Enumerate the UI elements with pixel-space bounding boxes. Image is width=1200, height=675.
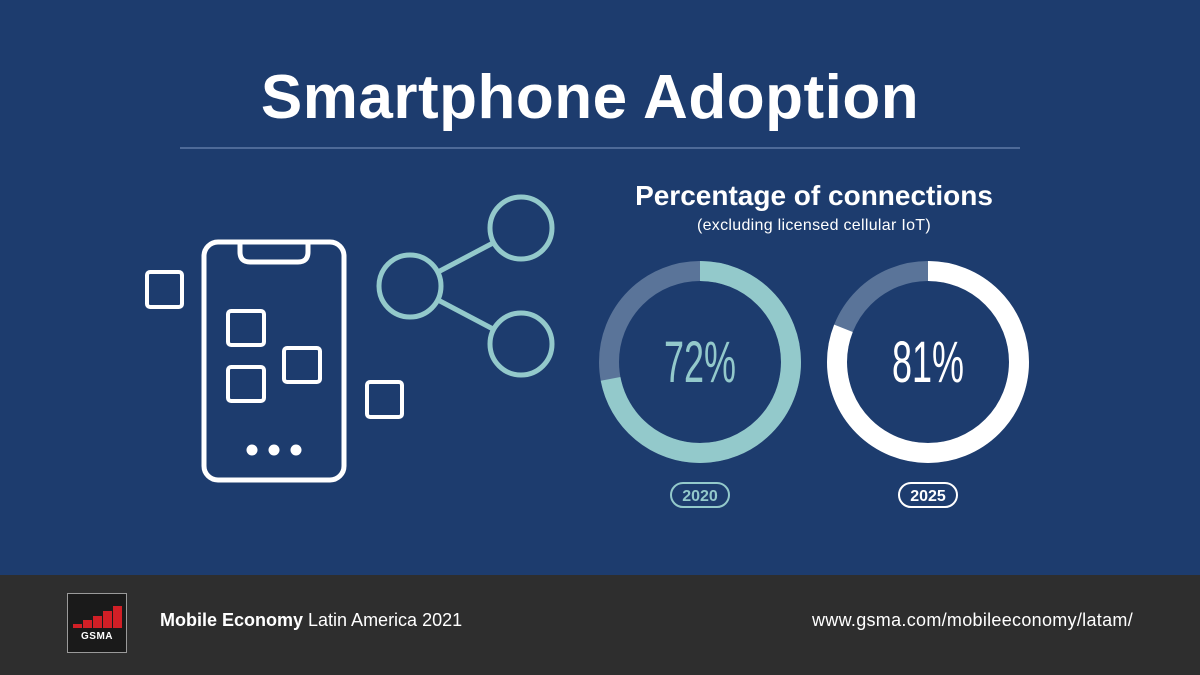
title-divider xyxy=(180,147,1020,149)
share-icon xyxy=(376,194,555,378)
year-pill-2020 xyxy=(670,482,730,508)
logo-text: GSMA xyxy=(81,631,113,642)
donut-value-label-2020: 72% xyxy=(664,330,736,395)
smartphone-illustration xyxy=(145,194,555,483)
donut-2020: 72% 2020 xyxy=(599,261,801,508)
donut-charts: 72% 2020 81% 2025 xyxy=(599,261,1029,508)
year-pill-2025 xyxy=(898,482,958,508)
square-icon xyxy=(145,270,184,309)
donut-value-arc-2020 xyxy=(599,261,801,463)
donut-value-arc-2025 xyxy=(827,261,1029,463)
gsma-logo: GSMA xyxy=(67,593,127,653)
footer xyxy=(0,575,1200,675)
year-label-2020: 2020 xyxy=(682,488,718,505)
website-link[interactable]: www.gsma.com/mobileeconomy/latam/ xyxy=(811,610,1133,630)
report-name-rest: Latin America 2021 xyxy=(303,610,463,630)
square-icon xyxy=(365,380,404,419)
donut-value-label-2025: 81% xyxy=(892,330,964,395)
donut-2025: 81% 2025 xyxy=(827,261,1029,508)
report-name-bold: Mobile Economy xyxy=(160,610,304,630)
page-title: Smartphone Adoption xyxy=(260,63,920,132)
chart-title: Percentage of connections xyxy=(635,180,993,211)
smartphone-icon xyxy=(201,239,347,483)
year-label-2025: 2025 xyxy=(910,488,946,505)
main-panel: Smartphone Adoption Percentage of connec… xyxy=(145,63,1029,508)
report-name: Mobile Economy Latin America 2021 xyxy=(160,610,462,631)
chart-subtitle: (excluding licensed cellular IoT) xyxy=(696,217,931,234)
